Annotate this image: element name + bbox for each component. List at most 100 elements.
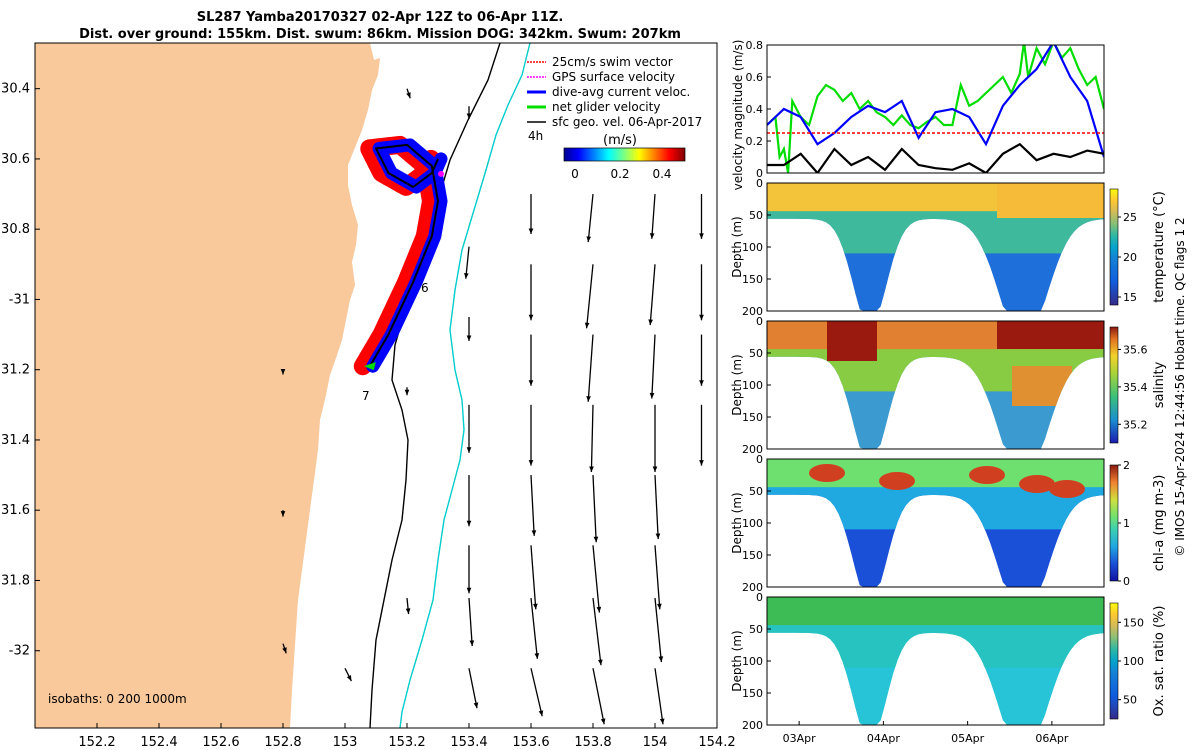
map-ytick-label: 31.2 xyxy=(1,363,30,378)
section-xtick-label: 04Apr xyxy=(867,732,901,745)
velocity-arrow xyxy=(282,643,287,654)
velocity-arrow xyxy=(406,88,411,99)
map-colorbar-label: (m/s) xyxy=(603,133,637,148)
glider-track xyxy=(353,135,448,376)
section-xtick-label: 03Apr xyxy=(783,732,817,745)
map-legend: 25cm/s swim vector GPS surface velocity … xyxy=(527,55,702,129)
velocity-arrow xyxy=(468,668,479,709)
velocity-arrow xyxy=(528,404,534,466)
map-xtick-label: 153.4 xyxy=(450,735,487,750)
map-ytick-label: 30.8 xyxy=(1,222,30,237)
section-ytick-label: 200 xyxy=(742,581,763,594)
chart-title: SL287 Yamba20170327 02-Apr 12Z to 06-Apr… xyxy=(196,10,564,25)
section-ytick-label: 50 xyxy=(749,209,763,222)
velocity-arrow xyxy=(648,264,656,326)
velocity-arrow xyxy=(654,475,661,540)
section-patch xyxy=(809,464,845,482)
velocity-series xyxy=(767,45,1104,173)
section-xtick-label: 05Apr xyxy=(951,732,985,745)
section-colorbar xyxy=(1109,464,1119,582)
velocity-arrow xyxy=(699,404,704,466)
section-ytick-label: 50 xyxy=(749,485,763,498)
colorbar-tick-label: 1 xyxy=(1123,517,1130,530)
velocity-arrow xyxy=(530,475,537,536)
velocity-ticks: 0 0.2 0.4 0.6 0.8 xyxy=(746,39,771,180)
map-ytick-label: 31.8 xyxy=(1,573,30,588)
track-label-7: 7 xyxy=(362,389,370,403)
section-ytick-label: 0 xyxy=(756,177,763,190)
section-colorbar xyxy=(1109,326,1119,444)
section-ylabel: Depth (m) xyxy=(730,354,744,415)
colorbar-tick-label: 2 xyxy=(1123,459,1130,472)
section-surface-layer xyxy=(767,597,1104,626)
velocity-axes-bg xyxy=(767,45,1104,173)
map-ytick-label: 30.4 xyxy=(1,82,30,97)
section-colorbar xyxy=(1109,602,1119,720)
section-colorbar-label: chl-a (mg m-3) xyxy=(1152,475,1167,572)
section-ytick-label: 150 xyxy=(742,273,763,286)
velocity-arrow xyxy=(699,264,704,321)
colorbar-tick-label: 150 xyxy=(1123,616,1144,629)
velocity-arrow xyxy=(404,387,410,396)
map-xtick-label: 152.2 xyxy=(78,735,115,750)
track-label-4h: 4h xyxy=(528,129,543,143)
section-ytick-label: 200 xyxy=(742,443,763,456)
velocity-arrow xyxy=(466,106,472,120)
isobath-1000m xyxy=(399,43,531,728)
section-ylabel: Depth (m) xyxy=(730,492,744,553)
section-xtick-label: 06Apr xyxy=(1035,732,1069,745)
colorbar-tick-label: 35.2 xyxy=(1123,418,1148,431)
velocity-arrow xyxy=(586,193,594,243)
velocity-ytick-label: 0.2 xyxy=(746,135,764,148)
map-colorbar: (m/s) 0 0.2 0.4 xyxy=(563,133,686,181)
section-patch xyxy=(827,321,877,361)
section-ytick-label: 150 xyxy=(742,411,763,424)
section-ytick-label: 0 xyxy=(756,453,763,466)
section-ytick-label: 0 xyxy=(756,315,763,328)
section-colorbar-label: temperature (°C) xyxy=(1152,191,1167,303)
colorbar-tick-label: 50 xyxy=(1123,694,1137,707)
velocity-arrow xyxy=(592,597,603,666)
section-patch xyxy=(997,321,1104,349)
velocity-arrow xyxy=(464,246,470,279)
colorbar-tick-label: 15 xyxy=(1123,291,1137,304)
velocity-ytick-label: 0.8 xyxy=(746,39,764,52)
velocity-arrow xyxy=(584,264,594,329)
velocity-arrow xyxy=(586,334,594,402)
map-ytick-label: -31 xyxy=(9,292,30,307)
section-ytick-label: 100 xyxy=(742,379,763,392)
map-xtick-label: 153.2 xyxy=(388,735,425,750)
land-mass xyxy=(35,43,380,728)
isobaths-label: isobaths: 0 200 1000m xyxy=(48,692,187,706)
section-colorbar-label: Ox. sat. ratio (%) xyxy=(1152,606,1167,717)
velocity-arrow xyxy=(654,545,662,610)
section-ytick-label: 150 xyxy=(742,687,763,700)
surface-velocity-vectors xyxy=(280,88,704,725)
section-chla: 0 50 100 150 200 Depth (m) 0 1 2 chl-a (mg m-3) xyxy=(730,453,1167,594)
legend-sfc-velocity: sfc geo. vel. 06-Apr-2017 xyxy=(552,115,702,129)
map-ytick-label: -32 xyxy=(9,644,30,659)
map-colorbar-tick-0: 0 xyxy=(571,167,579,181)
map-colorbar-tick-1: 0.2 xyxy=(610,167,629,181)
footer-credit: © IMOS 15-Apr-2024 12:44:56 Hobart time.… xyxy=(1173,217,1187,556)
map-xtick-label: 153.6 xyxy=(512,735,549,750)
colorbar-tick-label: 100 xyxy=(1123,655,1144,668)
map-ytick-label: 31.4 xyxy=(1,433,30,448)
velocity-arrow xyxy=(405,597,411,615)
map-xtick-label: 154.2 xyxy=(698,735,735,750)
section-ytick-label: 50 xyxy=(749,347,763,360)
section-salinity: 0 50 100 150 200 Depth (m) 35.2 35.4 35.6 salinit… xyxy=(730,315,1167,456)
velocity-arrow xyxy=(466,317,472,341)
velocity-arrow xyxy=(649,194,656,239)
velocity-arrow xyxy=(592,545,602,613)
map-xtick-label: 152.8 xyxy=(264,735,301,750)
gps-velocity-marker xyxy=(438,170,444,177)
velocity-arrow xyxy=(344,667,352,682)
section-ytick-label: 50 xyxy=(749,623,763,636)
section-ytick-label: 100 xyxy=(742,241,763,254)
section-colorbar xyxy=(1109,188,1119,306)
section-ytick-label: 200 xyxy=(742,305,763,318)
velocity-panel: 0 0.2 0.4 0.6 0.8 velocity magnitude (m/s) xyxy=(731,39,1105,190)
section-ytick-label: 100 xyxy=(742,517,763,530)
